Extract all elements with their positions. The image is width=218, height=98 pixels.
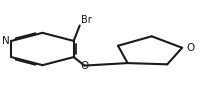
- Text: O: O: [80, 61, 89, 71]
- Text: N: N: [2, 36, 10, 46]
- Text: Br: Br: [81, 15, 91, 25]
- Text: O: O: [186, 43, 194, 53]
